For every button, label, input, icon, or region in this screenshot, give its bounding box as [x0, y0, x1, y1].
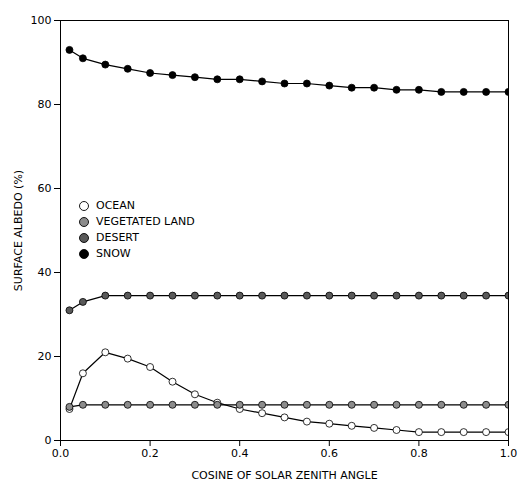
html-text:VEGETATED LAND: VEGETATED LAND — [96, 215, 195, 228]
svg-text:20: 20 — [38, 350, 52, 363]
svg-text:COSINE OF SOLAR ZENITH ANGLE: COSINE OF SOLAR ZENITH ANGLE — [191, 469, 377, 482]
svg-text:0.2: 0.2 — [141, 447, 159, 460]
svg-text:100: 100 — [31, 14, 52, 27]
svg-text:SURFACE ALBEDO (%): SURFACE ALBEDO (%) — [12, 170, 25, 291]
svg-text:0.0: 0.0 — [52, 447, 70, 460]
svg-text:0: 0 — [45, 434, 52, 447]
svg-text:0.4: 0.4 — [231, 447, 249, 460]
svg-text:0.8: 0.8 — [410, 447, 428, 460]
svg-text:40: 40 — [38, 266, 52, 279]
svg-text:60: 60 — [38, 182, 52, 195]
svg-text:1.0: 1.0 — [500, 447, 518, 460]
html-text:SNOW: SNOW — [96, 247, 131, 260]
html-text:OCEAN: OCEAN — [96, 199, 135, 212]
html-text:DESERT: DESERT — [96, 231, 139, 244]
svg-text:80: 80 — [38, 98, 52, 111]
svg-text:0.6: 0.6 — [321, 447, 339, 460]
